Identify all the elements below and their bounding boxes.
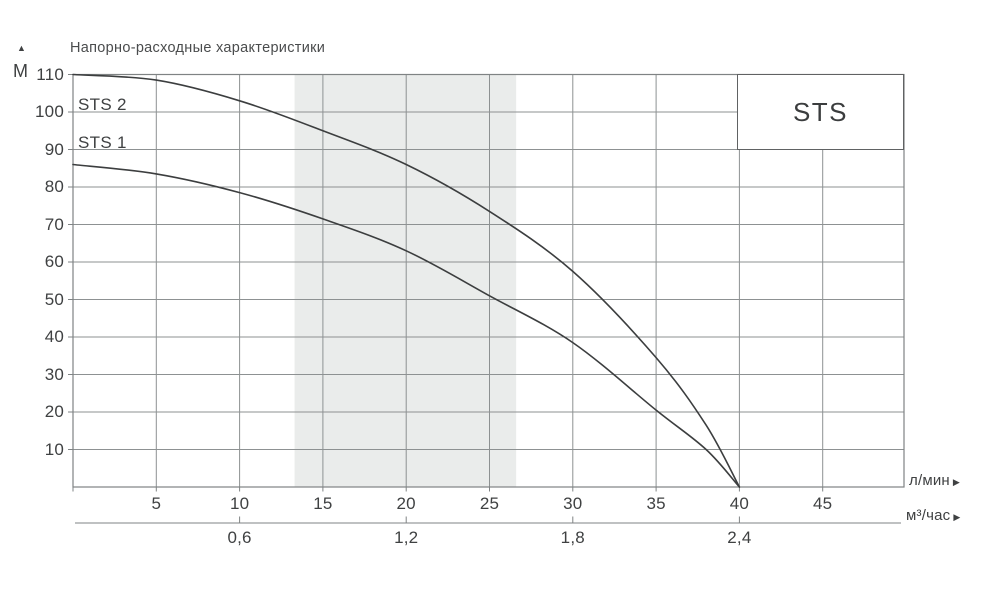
x-tick-label: 35 <box>646 493 666 513</box>
x-tick-label: 15 <box>313 493 333 513</box>
y-tick-label: 20 <box>44 402 64 421</box>
y-tick-label: 100 <box>35 102 64 121</box>
y-tick-label: 40 <box>44 327 64 346</box>
x-tick-label: 25 <box>479 493 500 513</box>
y-axis-unit-label: М <box>13 61 28 81</box>
right-arrow-icon: ▶ <box>952 477 961 487</box>
y-tick-label: 10 <box>44 439 64 459</box>
plot-frame <box>72 73 905 488</box>
right-arrow-icon: ▶ <box>953 512 961 522</box>
y-tick-label: 50 <box>44 289 64 309</box>
x-secondary-tick-label: 1,2 <box>394 528 419 547</box>
y-tick-label: 70 <box>44 214 64 234</box>
y-tick-label: 80 <box>44 177 64 196</box>
x-tick-label: 20 <box>396 493 416 513</box>
x-tick-label: 10 <box>229 493 250 513</box>
pump-curve-sts-1 <box>72 163 741 488</box>
x-axis-secondary-unit-text: м³/час <box>906 507 951 524</box>
x-axis-secondary-unit-label: м³/час ▶ <box>906 507 960 524</box>
curve-label-sts2: STS 2 <box>78 95 127 114</box>
pump-curve-sts-2 <box>72 73 741 488</box>
y-tick-label: 110 <box>36 64 64 84</box>
curve-label-sts1: STS 1 <box>78 132 127 152</box>
x-tick-label: 40 <box>729 493 750 513</box>
x-secondary-tick-label: 0,6 <box>227 528 252 547</box>
y-tick-label: 30 <box>44 364 64 384</box>
x-tick-label: 5 <box>151 493 162 513</box>
x-secondary-tick-label: 2,4 <box>727 528 752 547</box>
operating-range-band <box>294 74 517 487</box>
badge-label: STS <box>792 96 849 127</box>
x-tick-label: 45 <box>813 493 833 513</box>
x-axis-primary-unit-text: л/мин <box>909 472 950 489</box>
y-tick-label: 60 <box>44 252 64 271</box>
x-tick-label: 30 <box>563 493 583 513</box>
x-axis-primary-unit-label: л/мин ▶ <box>909 472 960 489</box>
y-tick-label: 90 <box>44 139 64 159</box>
y-axis-up-arrow-icon: ▲ <box>17 43 26 53</box>
series-family-badge: STS <box>737 74 904 150</box>
x-secondary-tick-label: 1,8 <box>560 528 585 547</box>
chart-title: Напорно-расходные характеристики <box>70 40 326 56</box>
